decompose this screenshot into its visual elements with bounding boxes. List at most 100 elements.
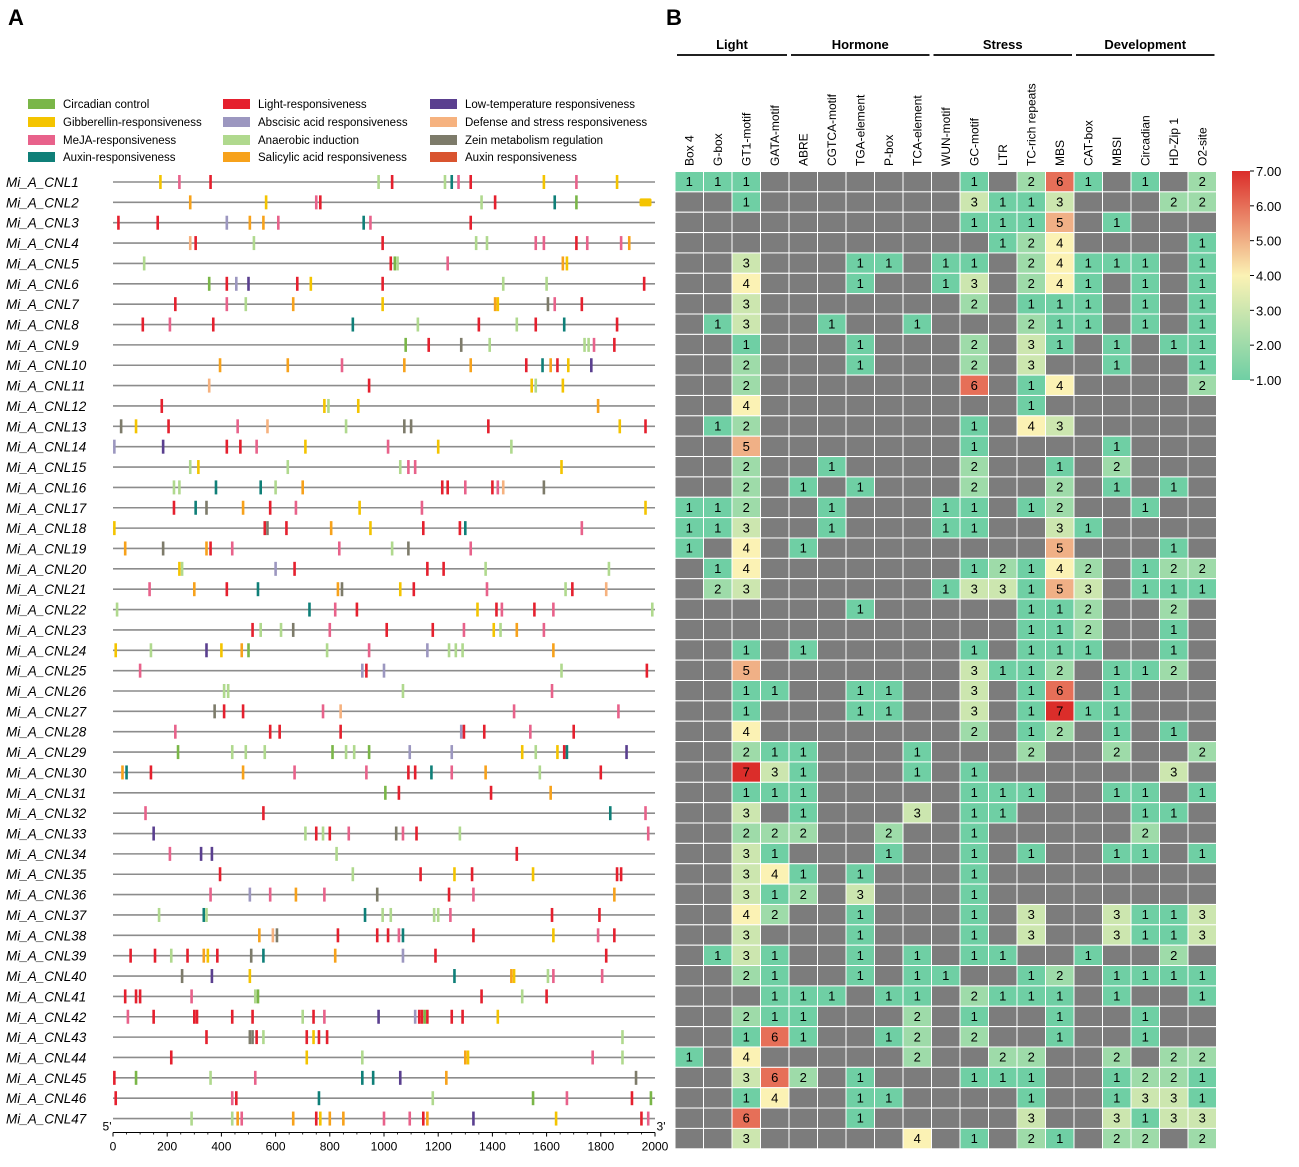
motif-mark xyxy=(213,704,216,719)
heatmap-cell xyxy=(674,476,704,498)
heatmap-cell xyxy=(817,965,847,987)
heatmap-cell xyxy=(988,496,1018,519)
gene-label: Mi_A_CNL20 xyxy=(6,562,87,577)
cell-value: 1 xyxy=(1199,317,1206,332)
heatmap-cell xyxy=(1102,618,1132,641)
heatmap-cell xyxy=(902,232,932,254)
cell-value: 2 xyxy=(1056,663,1063,678)
cell-value: 1 xyxy=(743,642,750,657)
cell-value: 1 xyxy=(1113,683,1120,698)
cell-value: 2 xyxy=(800,1070,807,1085)
heatmap-cell xyxy=(1187,1005,1217,1028)
heatmap-cell xyxy=(931,781,961,804)
motif-mark xyxy=(596,398,600,413)
motif-mark xyxy=(274,480,277,495)
motif-mark xyxy=(472,1111,475,1126)
motif-mark xyxy=(113,439,116,454)
cell-value: 2 xyxy=(800,887,807,902)
cell-value: 7 xyxy=(743,765,750,780)
motif-mark xyxy=(123,541,127,556)
motif-mark xyxy=(342,1111,345,1126)
gene-label: Mi_A_CNL27 xyxy=(6,704,87,719)
heatmap-cell xyxy=(674,639,704,661)
heatmap-cell xyxy=(760,924,790,946)
motif-mark xyxy=(274,561,277,576)
motif-mark xyxy=(644,500,647,515)
heatmap-cell xyxy=(1045,354,1075,376)
heatmap-cell xyxy=(902,680,932,702)
cell-value: 3 xyxy=(971,663,978,678)
motif-mark xyxy=(396,256,399,271)
heatmap-cell xyxy=(1016,476,1046,498)
heatmap-cell xyxy=(845,374,875,396)
heatmap-cell xyxy=(1130,333,1160,356)
heatmap-cell xyxy=(874,598,904,620)
motif-mark xyxy=(295,276,299,291)
cell-value: 2 xyxy=(1028,256,1035,271)
cell-value: 2 xyxy=(885,826,892,841)
cell-value: 3 xyxy=(1113,907,1120,922)
gene-track: Mi_A_CNL13 xyxy=(6,419,655,434)
cell-value: 2 xyxy=(971,357,978,372)
cell-value: 1 xyxy=(971,866,978,881)
heatmap-cell xyxy=(1016,802,1046,824)
heatmap-cell xyxy=(874,802,904,824)
motif-mark xyxy=(608,806,612,821)
heatmap-cell xyxy=(674,802,704,824)
motif-mark xyxy=(161,439,165,454)
cell-value: 1 xyxy=(914,968,921,983)
motif-mark xyxy=(442,561,445,576)
motif-mark xyxy=(401,928,405,943)
cell-value: 1 xyxy=(1113,480,1120,495)
motif-mark xyxy=(327,398,330,413)
heatmap-cell xyxy=(817,903,847,926)
motif-mark xyxy=(335,846,338,861)
cell-value: 2 xyxy=(971,724,978,739)
motif-mark xyxy=(247,643,250,658)
heatmap-cell xyxy=(1073,883,1103,905)
heatmap-cell xyxy=(788,659,818,682)
heatmap-cell xyxy=(1102,517,1132,539)
heatmap-cell xyxy=(760,1107,790,1129)
cell-value: 1 xyxy=(743,785,750,800)
motif-mark xyxy=(244,297,248,312)
motif-mark xyxy=(534,236,538,251)
gene-label: Mi_A_CNL45 xyxy=(6,1071,87,1086)
motif-mark xyxy=(235,276,238,291)
motif-mark xyxy=(461,643,464,658)
motif-mark xyxy=(401,948,405,963)
heatmap-cell xyxy=(731,598,761,620)
motif-mark xyxy=(520,989,524,1004)
motif-mark xyxy=(369,521,372,536)
motif-mark xyxy=(222,684,226,698)
motif-mark xyxy=(381,276,384,291)
motif-mark xyxy=(362,215,365,230)
gene-track: Mi_A_CNL38 xyxy=(6,928,655,943)
heatmap-cell xyxy=(959,741,989,763)
motif-mark xyxy=(138,663,142,678)
cell-value: 1 xyxy=(1142,805,1149,820)
motif-mark xyxy=(248,215,252,230)
cell-value: 6 xyxy=(971,378,978,393)
heatmap-cell xyxy=(817,171,847,193)
scale-tick-label: 7.00 xyxy=(1256,164,1281,179)
heatmap-cell xyxy=(817,1005,847,1028)
motif-mark xyxy=(450,1009,454,1024)
motif-mark xyxy=(501,276,505,291)
cell-value: 1 xyxy=(743,683,750,698)
heatmap-cell xyxy=(988,517,1018,539)
motif-mark xyxy=(564,582,567,597)
motif-mark xyxy=(423,1009,426,1024)
heatmap-cell xyxy=(817,1107,847,1129)
heatmap-cell xyxy=(788,333,818,356)
heatmap-cell xyxy=(760,476,790,498)
motif-mark xyxy=(496,297,500,312)
heatmap-cell xyxy=(1073,741,1103,763)
motif-mark xyxy=(413,1009,417,1024)
heatmap-cell xyxy=(1102,883,1132,905)
gene-label: Mi_A_CNL24 xyxy=(6,643,86,658)
motif-mark xyxy=(545,276,548,291)
heatmap-cell xyxy=(817,252,847,274)
heatmap-cell xyxy=(817,191,847,213)
